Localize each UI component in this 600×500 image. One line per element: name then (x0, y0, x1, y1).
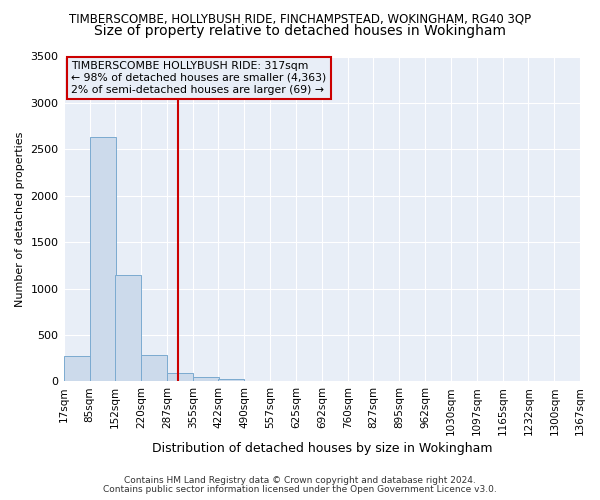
Bar (115, 274, 141, 382)
Text: TIMBERSCOMBE, HOLLYBUSH RIDE, FINCHAMPSTEAD, WOKINGHAM, RG40 3QP: TIMBERSCOMBE, HOLLYBUSH RIDE, FINCHAMPST… (69, 12, 531, 26)
X-axis label: Distribution of detached houses by size in Wokingham: Distribution of detached houses by size … (152, 442, 492, 455)
Bar (89, 138, 116, 382)
Bar (64, 356, 89, 382)
Bar (167, 373, 193, 382)
Text: Size of property relative to detached houses in Wokingham: Size of property relative to detached ho… (94, 24, 506, 38)
Bar (141, 355, 167, 382)
Text: Contains public sector information licensed under the Open Government Licence v3: Contains public sector information licen… (103, 484, 497, 494)
Y-axis label: Number of detached properties: Number of detached properties (15, 132, 25, 306)
Text: TIMBERSCOMBE HOLLYBUSH RIDE: 317sqm
← 98% of detached houses are smaller (4,363): TIMBERSCOMBE HOLLYBUSH RIDE: 317sqm ← 98… (71, 62, 326, 94)
Text: Contains HM Land Registry data © Crown copyright and database right 2024.: Contains HM Land Registry data © Crown c… (124, 476, 476, 485)
Bar (193, 377, 219, 382)
Bar (218, 378, 244, 382)
